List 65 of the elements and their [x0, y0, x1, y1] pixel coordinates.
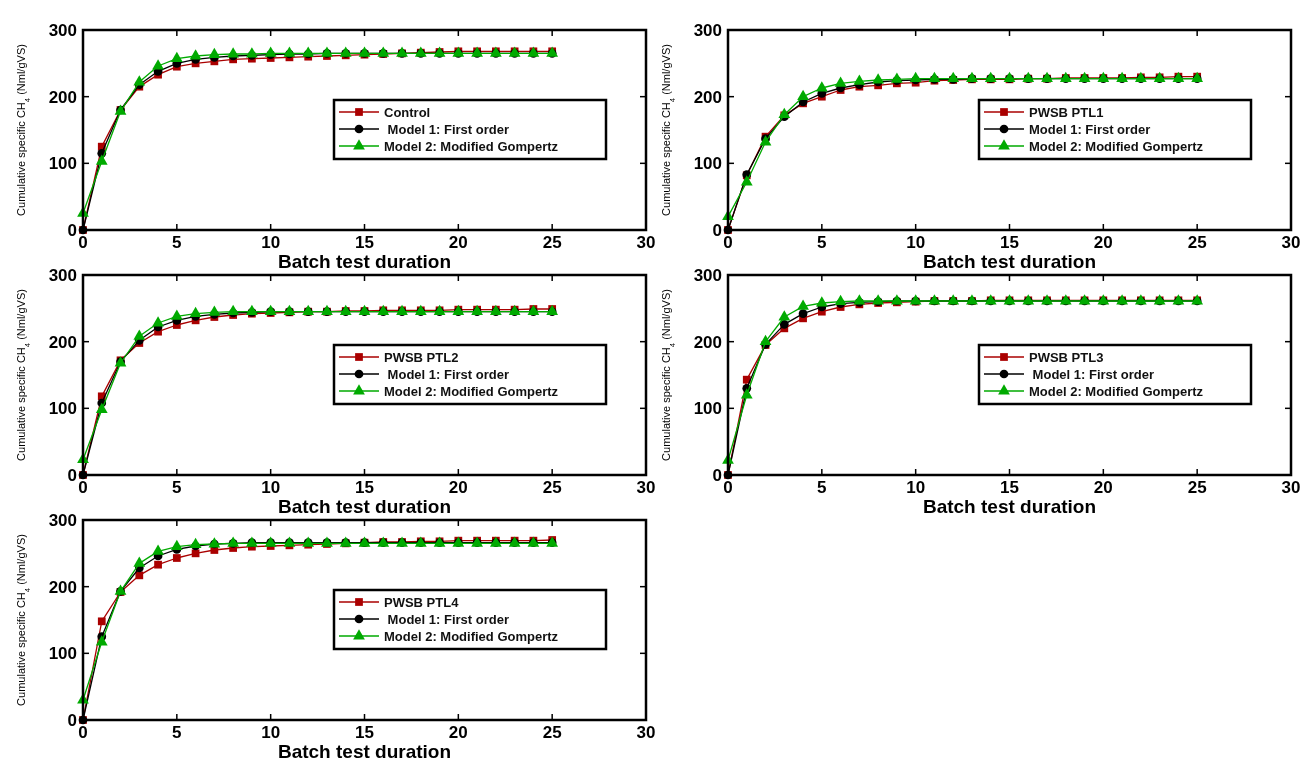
x-tick-label: 5	[172, 478, 182, 497]
x-tick-label: 30	[1281, 478, 1301, 497]
y-tick-label: 300	[48, 510, 77, 530]
x-tick-label: 10	[261, 233, 281, 252]
y-tick-label: 300	[48, 20, 77, 40]
x-tick-label: 30	[636, 233, 656, 252]
y-tick-label: 300	[693, 20, 722, 40]
x-tick-label: 30	[1281, 233, 1301, 252]
x-tick-label: 10	[906, 233, 926, 252]
y-tick-label: 100	[48, 399, 77, 419]
x-tick-label: 15	[355, 723, 374, 742]
x-tick-label: 5	[817, 233, 827, 252]
legend-label: PWSB PTL3	[1029, 349, 1104, 365]
legend-label: PWSB PTL4	[384, 594, 460, 610]
legend-label: PWSB PTL1	[1029, 104, 1104, 120]
x-tick-label: 15	[1000, 233, 1019, 252]
x-tick-label: 5	[172, 723, 182, 742]
x-tick-label: 20	[1093, 478, 1113, 497]
x-tick-label: 10	[906, 478, 926, 497]
legend-label: Model 2: Modified Gompertz	[384, 383, 559, 399]
x-axis-title: Batch test duration	[922, 496, 1097, 517]
x-tick-label: 20	[448, 478, 468, 497]
x-tick-label: 15	[1000, 478, 1019, 497]
x-tick-label: 20	[448, 233, 468, 252]
y-tick-label: 200	[693, 87, 722, 107]
legend-label: Model 1: First order	[384, 611, 509, 627]
legend-label: Control	[384, 104, 431, 120]
x-tick-label: 25	[1187, 478, 1207, 497]
x-tick-label: 25	[542, 478, 562, 497]
x-axis-title: Batch test duration	[922, 251, 1097, 272]
y-tick-label: 100	[48, 154, 77, 174]
x-axis-title: Batch test duration	[277, 496, 452, 517]
y-tick-label: 100	[48, 644, 77, 664]
x-tick-label: 5	[817, 478, 827, 497]
y-tick-label: 200	[48, 332, 77, 352]
legend-label: Model 2: Modified Gompertz	[1029, 138, 1204, 154]
y-tick-label: 200	[48, 87, 77, 107]
y-tick-label: 200	[693, 332, 722, 352]
legend-label: Model 1: First order	[384, 366, 509, 382]
x-tick-label: 20	[448, 723, 468, 742]
x-tick-label: 25	[542, 723, 562, 742]
legend-label: Model 2: Modified Gompertz	[1029, 383, 1204, 399]
y-tick-label: 100	[693, 399, 722, 419]
y-tick-label: 300	[48, 265, 77, 285]
x-tick-label: 15	[355, 233, 374, 252]
y-tick-label: 300	[693, 265, 722, 285]
x-tick-label: 10	[261, 723, 281, 742]
x-tick-label: 10	[261, 478, 281, 497]
legend-label: Model 2: Modified Gompertz	[384, 138, 559, 154]
x-axis-title: Batch test duration	[277, 251, 452, 272]
legend-label: Model 1: First order	[1029, 121, 1151, 137]
x-tick-label: 15	[355, 478, 374, 497]
x-tick-label: 5	[172, 233, 182, 252]
y-tick-label: 200	[48, 577, 77, 597]
legend-label: PWSB PTL2	[384, 349, 459, 365]
x-tick-label: 30	[636, 723, 656, 742]
x-axis-title: Batch test duration	[277, 741, 452, 762]
x-tick-label: 25	[542, 233, 562, 252]
y-tick-label: 100	[693, 154, 722, 174]
x-tick-label: 30	[636, 478, 656, 497]
legend-label: Model 1: First order	[1029, 366, 1154, 382]
legend-label: Model 2: Modified Gompertz	[384, 628, 559, 644]
legend-label: Model 1: First order	[384, 121, 509, 137]
x-tick-label: 25	[1187, 233, 1207, 252]
x-tick-label: 20	[1093, 233, 1113, 252]
